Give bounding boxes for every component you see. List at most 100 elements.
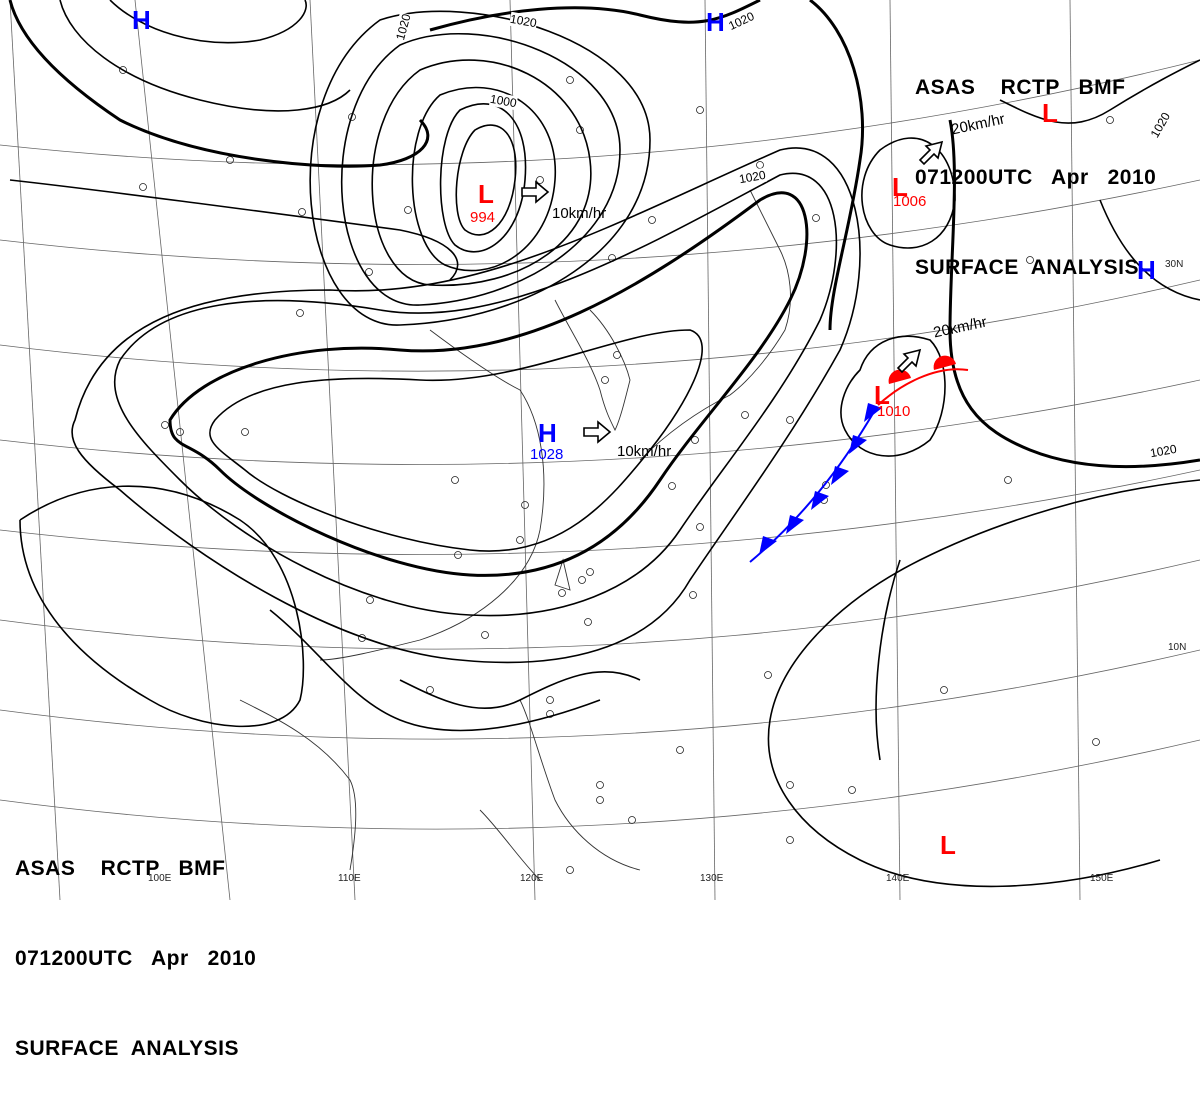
station-marker-icon [521, 501, 529, 509]
isobar [340, 32, 621, 306]
station-marker-icon [298, 208, 306, 216]
station-marker-icon [119, 66, 127, 74]
station-marker-icon [546, 696, 554, 704]
high-center-letter: H [706, 7, 725, 37]
cold-front-triangle-icon [849, 435, 867, 454]
isobar [429, 0, 761, 32]
low-center-letter: L [478, 179, 494, 209]
station-plots [119, 66, 1114, 874]
map-header-bottom-left: ASAS RCTP BMF 071200UTC Apr 2010 SURFACE… [15, 794, 256, 1094]
header-line-2: 071200UTC Apr 2010 [915, 166, 1157, 189]
isobar [19, 485, 305, 728]
station-marker-icon [812, 214, 820, 222]
cold-front-triangle-icon [811, 491, 829, 510]
isobar [861, 137, 956, 249]
low-center-letter: L [874, 380, 890, 410]
motion-speed-label: 10km/hr [552, 205, 607, 222]
motion-speed-label: 10km/hr [617, 443, 672, 460]
longitude-label: 130E [700, 873, 724, 884]
station-marker-icon [786, 781, 794, 789]
station-marker-icon [546, 710, 554, 718]
meridian-line [889, 0, 901, 900]
station-marker-icon [696, 106, 704, 114]
map-header-top-right: ASAS RCTP BMF 071200UTC Apr 2010 SURFACE… [915, 13, 1156, 313]
station-marker-icon [566, 76, 574, 84]
warm-front-semicircle-icon [888, 369, 911, 384]
parallel-line [0, 649, 1200, 740]
meridian-line [9, 0, 61, 900]
parallel-line [0, 179, 1200, 265]
coastline-japan [639, 189, 791, 461]
station-marker-icon [176, 428, 184, 436]
coastline-borneo [479, 809, 541, 881]
high-center-letter: H [538, 418, 557, 448]
cold-front-triangle-icon [831, 466, 849, 485]
warm-front-line [877, 368, 969, 406]
isobar [309, 10, 651, 326]
station-marker-icon [668, 482, 676, 490]
isobar [767, 479, 1200, 888]
isobar [411, 86, 556, 272]
isobar [209, 329, 703, 552]
parallel-line [0, 739, 1200, 830]
motion-arrow-icon [918, 140, 944, 166]
station-marker-icon [578, 576, 586, 584]
isobar [59, 0, 351, 112]
station-marker-icon [536, 176, 544, 184]
latitude-label: 10N [1168, 642, 1187, 653]
fronts [749, 355, 969, 563]
header-line-3: SURFACE ANALYSIS [15, 1037, 239, 1060]
coastline-indochina [239, 699, 357, 871]
isobar [999, 59, 1200, 124]
isobar [1099, 199, 1200, 301]
graticule [0, 0, 1200, 900]
coastline-philippines [519, 699, 641, 871]
low-center-pressure: 1010 [877, 403, 911, 420]
longitude-label: 100E [148, 873, 172, 884]
station-marker-icon [404, 206, 412, 214]
motion-arrow-icon [896, 348, 922, 374]
station-marker-icon [366, 596, 374, 604]
station-marker-icon [648, 216, 656, 224]
parallel-line [0, 379, 1200, 465]
station-marker-icon [139, 183, 147, 191]
parallel-line [0, 469, 1200, 555]
isobar [9, 179, 459, 281]
cold-front-triangle-icon [786, 515, 804, 534]
high-center-letter: H [132, 5, 151, 35]
meridian-line [1069, 0, 1081, 900]
motion-arrow-icon [583, 420, 612, 444]
isobar [399, 671, 641, 709]
station-marker-icon [226, 156, 234, 164]
station-marker-icon [426, 686, 434, 694]
station-marker-icon [696, 523, 704, 531]
isobar [114, 172, 838, 617]
station-marker-icon [628, 816, 636, 824]
station-marker-icon [1106, 116, 1114, 124]
longitude-label: 150E [1090, 873, 1114, 884]
low-center-letter: L [892, 172, 908, 202]
station-marker-icon [586, 568, 594, 576]
station-marker-icon [1026, 256, 1034, 264]
low-center-pressure: 1006 [893, 193, 927, 210]
station-marker-icon [786, 836, 794, 844]
isobar [809, 0, 864, 331]
station-marker-icon [848, 786, 856, 794]
station-marker-icon [1092, 738, 1100, 746]
motion-arrow-icon [521, 180, 550, 204]
isobar [109, 0, 307, 44]
header-line-3: SURFACE ANALYSIS [915, 256, 1139, 279]
station-marker-icon [1004, 476, 1012, 484]
meridian-line [704, 0, 716, 900]
station-marker-icon [601, 376, 609, 384]
meridian-line [309, 0, 356, 900]
station-marker-icon [584, 618, 592, 626]
station-marker-icon [691, 436, 699, 444]
station-marker-icon [451, 476, 459, 484]
station-marker-icon [596, 781, 604, 789]
isobar [8, 0, 430, 168]
latitude-label: 30N [1165, 259, 1184, 270]
isobar [875, 559, 901, 761]
station-marker-icon [566, 866, 574, 874]
low-center-letter: L [940, 830, 956, 860]
